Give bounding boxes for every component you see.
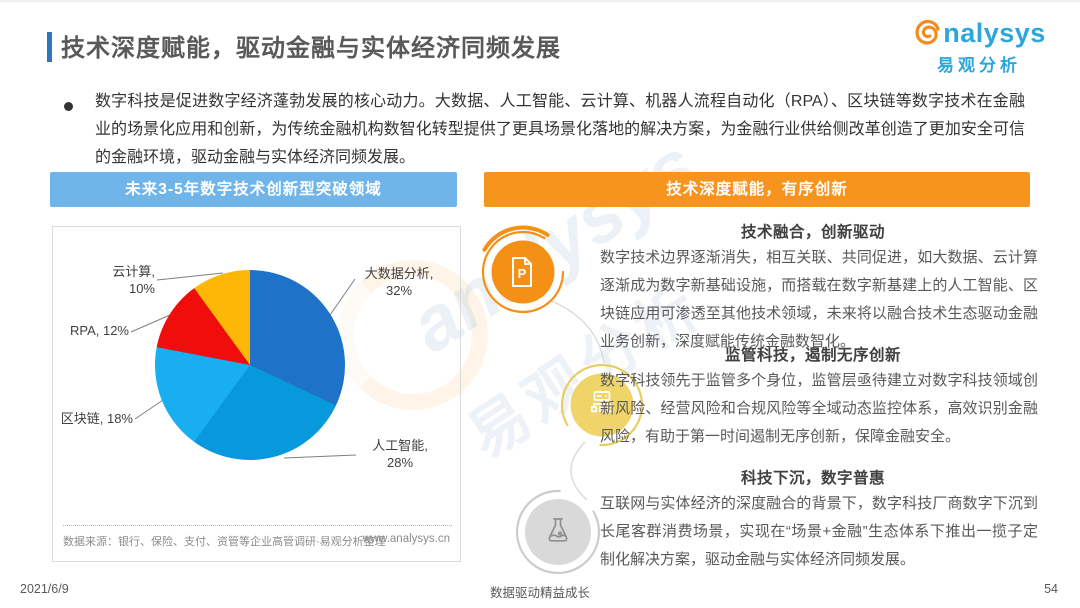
pie-label-big-data: 大数据分析, 32% <box>364 266 434 298</box>
intro-paragraph: 数字科技是促进数字经济蓬勃发展的核心动力。大数据、人工智能、云计算、机器人流程自… <box>95 93 1025 166</box>
left-column-header: 未来3-5年数字技术创新型突破领域 <box>50 172 457 207</box>
page-title: 技术深度赋能，驱动金融与实体经济同频发展 <box>61 35 561 62</box>
analysys-logo: nalysys 易观分析 <box>904 16 1054 76</box>
website-url: www.analysys.cn <box>362 533 450 545</box>
section-title-inclusive: 科技下沉，数字普惠 <box>740 470 885 487</box>
data-source-note: 数据来源：银行、保险、支付、资管等企业高管调研·易观分析整理 <box>63 536 386 548</box>
org-chart-icon <box>554 357 650 453</box>
pie-leader-lines <box>130 272 357 459</box>
section-title-tech-fusion: 技术融合，创新驱动 <box>740 224 885 241</box>
document-p-icon: P <box>475 224 571 320</box>
pie-chart-panel: 大数据分析, 32% 人工智能, 28% 区块链, 18% RPA, 12% 云… <box>52 226 461 562</box>
footer-page-number: 54 <box>1044 582 1058 596</box>
svg-text:P: P <box>518 266 527 281</box>
pie-label-blockchain: 区块链, 18% <box>60 411 133 426</box>
title-accent-bar <box>47 32 52 62</box>
footer-date: 2021/6/9 <box>20 582 69 596</box>
pie-label-rpa: RPA, 12% <box>69 323 129 338</box>
logo-swirl-a-icon <box>915 19 940 45</box>
flask-icon <box>510 484 606 580</box>
pie-label-ai: 人工智能, 28% <box>372 438 428 470</box>
logo-brand-text: nalysys <box>943 17 1046 48</box>
pie-label-cloud: 云计算, 10% <box>112 264 155 296</box>
section-title-regtech: 监管科技，遏制无序创新 <box>724 347 901 364</box>
source-divider <box>63 525 452 526</box>
section-body-tech-fusion: 数字技术边界逐渐消失，相互关联、共同促进，如大数据、云计算逐渐成为数字新基础设施… <box>600 249 1038 350</box>
section-body-regtech: 数字科技领先于监管多个身位，监管层亟待建立对数字科技领域创新风险、经营风险和合规… <box>600 372 1038 445</box>
logo-brand-cn: 易观分析 <box>937 56 1021 75</box>
footer-motto: 数据驱动精益成长 <box>489 586 590 600</box>
section-body-inclusive: 互联网与实体经济的深度融合的背景下，数字科技厂商数字下沉到长尾客群消费场景，实现… <box>600 495 1038 568</box>
bullet-dot-icon <box>64 102 73 111</box>
pie-chart <box>155 270 345 460</box>
right-column-header: 技术深度赋能，有序创新 <box>484 172 1030 207</box>
